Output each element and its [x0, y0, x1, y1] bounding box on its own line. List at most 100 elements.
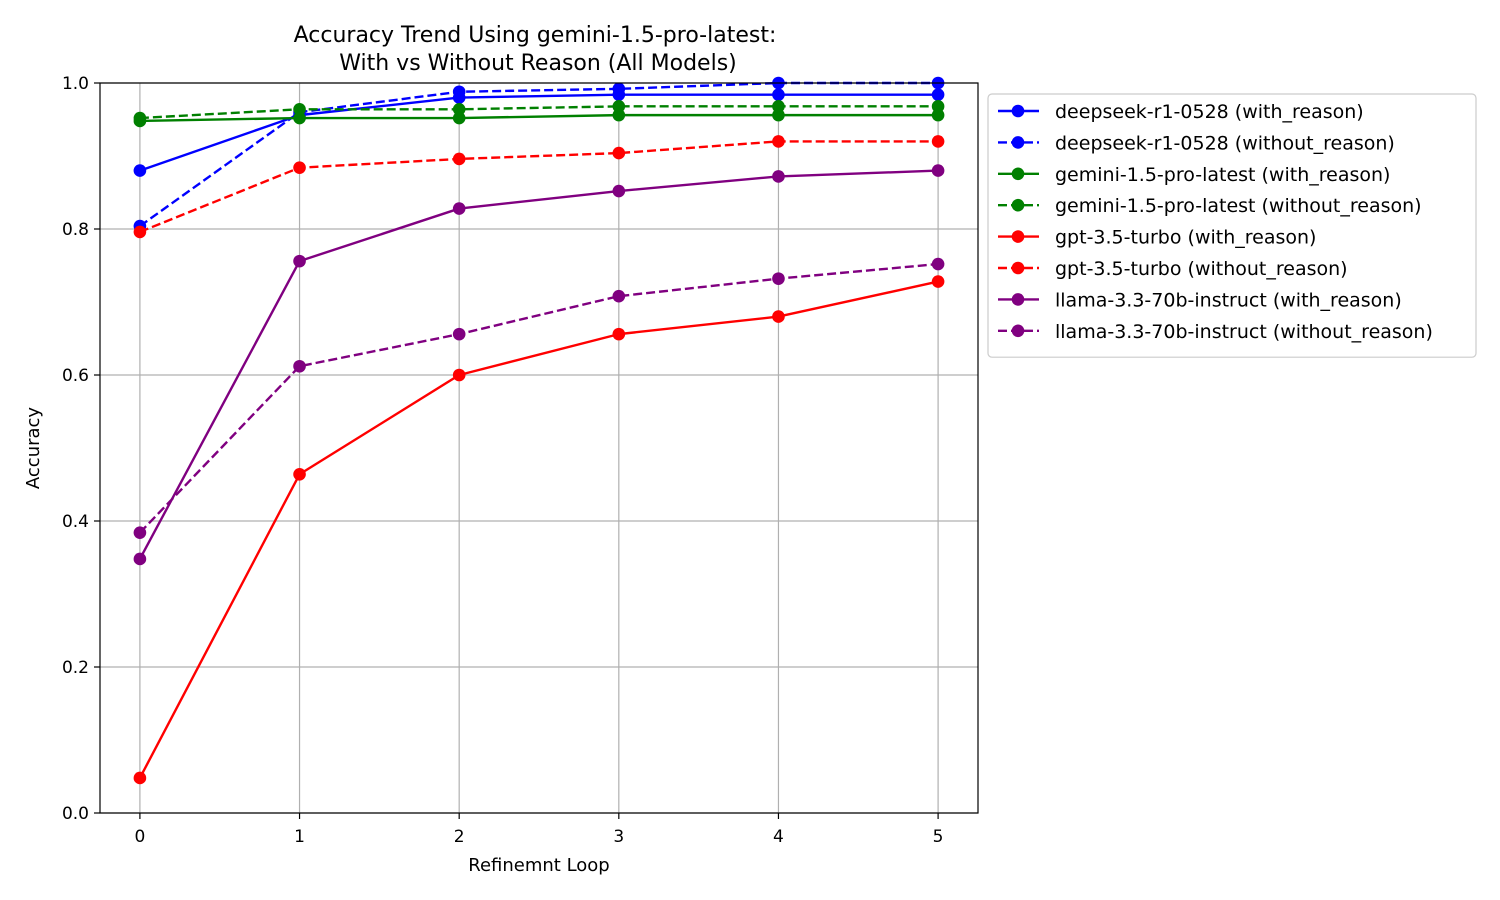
legend-swatch-marker [1011, 293, 1025, 306]
x-tick-label: 3 [613, 827, 624, 847]
legend-label: deepseek-r1-0528 (with_reason) [1055, 101, 1364, 123]
x-tick-label: 1 [294, 827, 305, 847]
data-point [293, 161, 306, 174]
legend-entry: gemini-1.5-pro-latest (with_reason) [998, 164, 1390, 186]
legend-entry: deepseek-r1-0528 (without_reason) [998, 132, 1395, 154]
legend-entry: gpt-3.5-turbo (with_reason) [998, 227, 1316, 249]
data-point [452, 368, 466, 382]
legend-entry: llama-3.3-70b-instruct (without_reason) [998, 321, 1433, 343]
x-axis-label: Refinemnt Loop [468, 855, 609, 876]
axis-ticks: 0 1 2 3 4 5 0.0 0.2 0.4 0.6 0.8 1.0 [62, 74, 944, 847]
data-point [133, 771, 147, 785]
legend-label: llama-3.3-70b-instruct (without_reason) [1055, 321, 1433, 343]
data-point [452, 85, 466, 99]
chart-title-line-2: With vs Without Reason (All Models) [339, 51, 737, 76]
legend-entry: gemini-1.5-pro-latest (without_reason) [998, 195, 1422, 217]
gridlines [100, 82, 978, 814]
data-point [133, 526, 147, 539]
data-point [612, 100, 626, 113]
legend-swatch-marker [1011, 198, 1025, 212]
data-point [452, 152, 466, 166]
legend-label: gpt-3.5-turbo (with_reason) [1055, 227, 1316, 249]
x-tick-label: 4 [773, 827, 784, 847]
data-point [931, 135, 945, 148]
series-line [139, 140, 939, 234]
legend-swatch-marker [1011, 136, 1025, 149]
legend-label: deepseek-r1-0528 (without_reason) [1055, 132, 1395, 154]
y-tick-label: 0.8 [62, 220, 89, 240]
series-line [138, 280, 939, 779]
y-tick-label: 0.6 [62, 366, 89, 386]
legend-label: gpt-3.5-turbo (without_reason) [1055, 258, 1348, 280]
data-point [612, 184, 626, 198]
series-line [139, 113, 939, 123]
data-point [133, 164, 147, 177]
x-tick-label: 5 [933, 827, 944, 847]
y-axis-label: Accuracy [23, 407, 44, 490]
chart-title-line-1: Accuracy Trend Using gemini-1.5-pro-late… [294, 23, 777, 48]
data-point [133, 225, 147, 239]
series-1 [133, 76, 945, 233]
data-point [612, 146, 626, 160]
series-0 [133, 88, 945, 177]
legend-entry: gpt-3.5-turbo (without_reason) [998, 258, 1348, 280]
data-point [772, 135, 785, 148]
data-point [133, 111, 147, 125]
data-point [772, 310, 785, 323]
data-point [772, 100, 785, 113]
data-point [931, 108, 945, 122]
legend-label: llama-3.3-70b-instruct (with_reason) [1055, 289, 1402, 311]
legend-entry: llama-3.3-70b-instruct (with_reason) [998, 289, 1402, 311]
series-4 [133, 275, 945, 785]
series-6 [133, 164, 945, 566]
data-point [452, 327, 466, 341]
data-point [133, 552, 147, 566]
plot-frame [99, 82, 979, 814]
y-tick-label: 1.0 [62, 74, 89, 94]
legend-swatch-marker [1011, 324, 1025, 338]
y-tick-label: 0.2 [62, 658, 89, 678]
series-2 [133, 108, 945, 128]
series-line [139, 81, 939, 228]
legend: deepseek-r1-0528 (with_reason) deepseek-r… [987, 93, 1477, 358]
data-point [293, 111, 306, 125]
data-point [931, 100, 945, 113]
data-point [612, 82, 626, 96]
data-point [452, 202, 466, 215]
data-point [612, 327, 626, 341]
x-tick-label: 2 [454, 827, 465, 847]
data-point [452, 111, 466, 125]
data-point [931, 275, 945, 288]
legend-label: gemini-1.5-pro-latest (without_reason) [1055, 195, 1422, 217]
series-line [139, 262, 939, 534]
series-3 [133, 100, 945, 125]
series-lines [133, 76, 945, 785]
series-line [138, 169, 939, 560]
data-point [293, 254, 306, 268]
data-point [772, 88, 785, 101]
series-line [139, 93, 939, 172]
data-point [931, 257, 945, 271]
data-point [293, 102, 306, 116]
y-tick-label: 0.0 [62, 804, 89, 824]
data-point [452, 102, 466, 116]
data-point [772, 108, 785, 122]
data-point [612, 289, 626, 303]
series-5 [133, 135, 945, 239]
legend-entry: deepseek-r1-0528 (with_reason) [998, 101, 1364, 123]
y-tick-label: 0.4 [62, 512, 89, 532]
legend-swatch-marker [1011, 104, 1025, 118]
data-point [293, 467, 306, 481]
data-point [612, 108, 626, 122]
data-point [931, 164, 945, 177]
legend-label: gemini-1.5-pro-latest (with_reason) [1055, 164, 1390, 186]
x-tick-label: 0 [134, 827, 145, 847]
data-point [772, 272, 785, 285]
data-point [931, 88, 945, 101]
legend-box [987, 93, 1477, 358]
series-7 [133, 257, 945, 539]
series-line [139, 105, 939, 120]
data-point [293, 359, 306, 373]
data-point [772, 170, 785, 183]
legend-swatch-marker [1011, 167, 1025, 181]
